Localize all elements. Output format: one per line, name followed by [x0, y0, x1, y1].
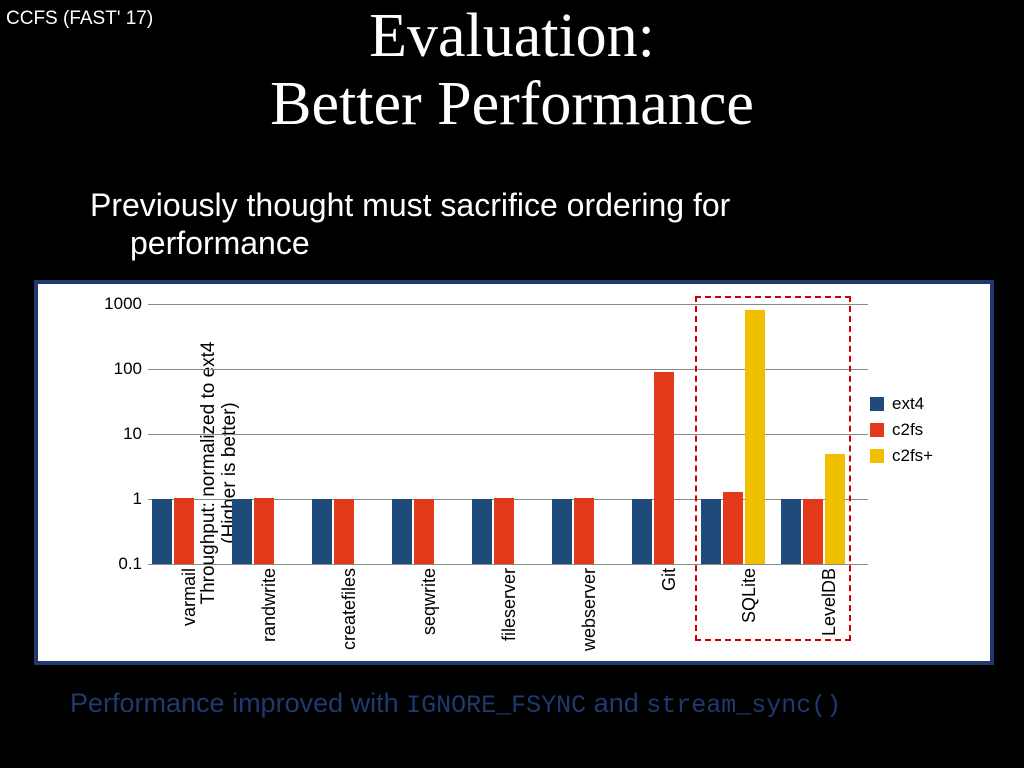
y-tick-label: 1 [133, 489, 142, 509]
legend-label: ext4 [892, 394, 924, 414]
y-tick-label: 10 [123, 424, 142, 444]
legend-label: c2fs [892, 420, 923, 440]
chart-plot-area: 0.11101001000varmailrandwritecreatefiles… [148, 304, 868, 564]
bar-c2fs [334, 499, 354, 564]
subtitle: Previously thought must sacrifice orderi… [90, 186, 970, 263]
x-tick-label: webserver [579, 568, 600, 651]
bar-c2fs [254, 498, 274, 564]
title-line-2: Better Performance [62, 70, 962, 138]
subtitle-line-1: Previously thought must sacrifice orderi… [90, 187, 730, 223]
highlight-box [695, 296, 851, 641]
x-tick-label: randwrite [259, 568, 280, 642]
footnote-code-2: stream_sync() [646, 691, 841, 720]
footnote-prefix: Performance improved with [70, 688, 406, 718]
subtitle-line-2: performance [90, 225, 310, 261]
bar-ext4 [312, 499, 332, 564]
bar-ext4 [472, 499, 492, 564]
legend-item: ext4 [870, 394, 980, 414]
legend-swatch [870, 423, 884, 437]
legend-item: c2fs+ [870, 446, 980, 466]
footnote: Performance improved with IGNORE_FSYNC a… [70, 688, 990, 720]
bar-c2fs [654, 372, 674, 564]
x-tick-label: Git [659, 568, 680, 591]
title-line-1: Evaluation: [62, 2, 962, 70]
x-tick-label: seqwrite [419, 568, 440, 635]
y-tick-label: 0.1 [118, 554, 142, 574]
bar-ext4 [392, 499, 412, 564]
bar-c2fs [494, 498, 514, 564]
x-tick-label: fileserver [499, 568, 520, 641]
bar-c2fs [174, 498, 194, 564]
legend-item: c2fs [870, 420, 980, 440]
bar-c2fs [574, 498, 594, 564]
bar-ext4 [552, 499, 572, 564]
x-tick-label: createfiles [339, 568, 360, 650]
y-tick-label: 100 [114, 359, 142, 379]
bar-ext4 [632, 499, 652, 564]
x-tick-label: varmail [179, 568, 200, 626]
chart-frame: Throughput: normalized to ext4 (Higher i… [34, 280, 994, 665]
footnote-mid: and [586, 688, 646, 718]
bar-ext4 [152, 499, 172, 564]
bar-ext4 [232, 499, 252, 564]
legend-label: c2fs+ [892, 446, 933, 466]
legend-swatch [870, 397, 884, 411]
legend-swatch [870, 449, 884, 463]
bar-c2fs [414, 499, 434, 564]
footnote-code-1: IGNORE_FSYNC [406, 691, 586, 720]
y-tick-label: 1000 [104, 294, 142, 314]
page-title: Evaluation: Better Performance [62, 2, 962, 138]
chart-legend: ext4 c2fs c2fs+ [870, 394, 980, 472]
